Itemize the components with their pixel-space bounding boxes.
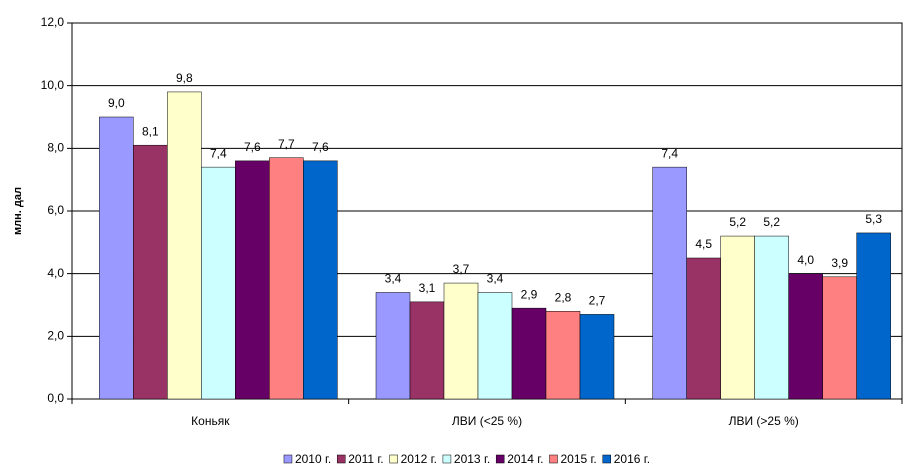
bar: [133, 144, 168, 400]
value-label: 2,9: [521, 287, 538, 301]
legend: 2010 г. 2011 г. 2012 г. 2013 г. 2014 г. 2015 …: [283, 452, 650, 466]
bar: [409, 301, 445, 400]
legend-label: 2011 г.: [348, 452, 383, 466]
bar: [269, 157, 304, 400]
y-tick-label: 4,0: [47, 266, 64, 280]
y-axis-label: млн. дал: [12, 187, 24, 235]
bar: [375, 292, 411, 400]
value-label: 9,8: [176, 71, 193, 85]
value-label: 4,5: [695, 237, 712, 251]
value-label: 7,6: [244, 140, 261, 154]
bar: [720, 235, 755, 400]
x-tick-label: ЛВИ (>25 %): [729, 414, 799, 428]
bar: [303, 160, 338, 400]
bar: [201, 166, 236, 400]
value-label: 5,2: [763, 215, 780, 229]
value-label: 9,0: [108, 96, 125, 110]
bar: [443, 282, 479, 400]
legend-swatch: [336, 454, 346, 464]
legend-label: 2013 г.: [454, 452, 490, 466]
bar: [652, 166, 687, 400]
value-label: 4,0: [797, 253, 814, 267]
value-label: 3,4: [487, 272, 504, 286]
value-label: 3,7: [453, 262, 470, 276]
bar: [477, 292, 513, 400]
y-tick-label: 10,0: [41, 78, 65, 92]
bar: [754, 235, 789, 400]
value-label: 3,4: [385, 272, 402, 286]
legend-label: 2016 г.: [614, 452, 650, 466]
value-label: 3,9: [831, 256, 848, 270]
legend-swatch: [549, 454, 558, 464]
value-label: 5,2: [729, 215, 746, 229]
value-label: 7,7: [278, 137, 295, 151]
y-tick-label: 12,0: [41, 15, 65, 29]
value-label: 3,1: [419, 281, 436, 295]
y-tick-label: 0,0: [47, 391, 64, 405]
legend-label: 2012 г.: [401, 452, 437, 466]
value-label: 8,1: [142, 124, 159, 138]
legend-label: 2015 г.: [560, 452, 596, 466]
legend-swatch: [389, 454, 398, 464]
bar: [822, 276, 857, 400]
legend-label: 2010 г.: [295, 452, 331, 466]
value-label: 7,6: [312, 140, 329, 154]
bar: [545, 311, 581, 400]
bar: [235, 160, 270, 400]
value-label: 5,3: [865, 212, 882, 226]
bar: [511, 307, 547, 400]
x-tick-label: ЛВИ (<25 %): [452, 414, 522, 428]
legend-swatch: [495, 454, 505, 464]
value-label: 2,7: [589, 294, 606, 308]
y-tick-label: 8,0: [47, 141, 64, 155]
legend-swatch: [283, 454, 293, 464]
value-label: 2,8: [555, 290, 572, 304]
bar: [788, 273, 823, 400]
y-tick-label: 2,0: [47, 329, 64, 343]
bar: [686, 257, 721, 400]
bar: [579, 314, 615, 400]
legend-label: 2014 г.: [507, 452, 543, 466]
bar: [99, 116, 134, 400]
bar: [167, 91, 202, 400]
legend-swatch: [442, 454, 452, 464]
bar: [856, 232, 891, 400]
legend-swatch: [602, 454, 612, 464]
value-label: 7,4: [210, 146, 227, 160]
x-tick-label: Коньяк: [191, 414, 230, 428]
value-label: 7,4: [661, 146, 678, 160]
y-tick-label: 6,0: [47, 203, 64, 217]
